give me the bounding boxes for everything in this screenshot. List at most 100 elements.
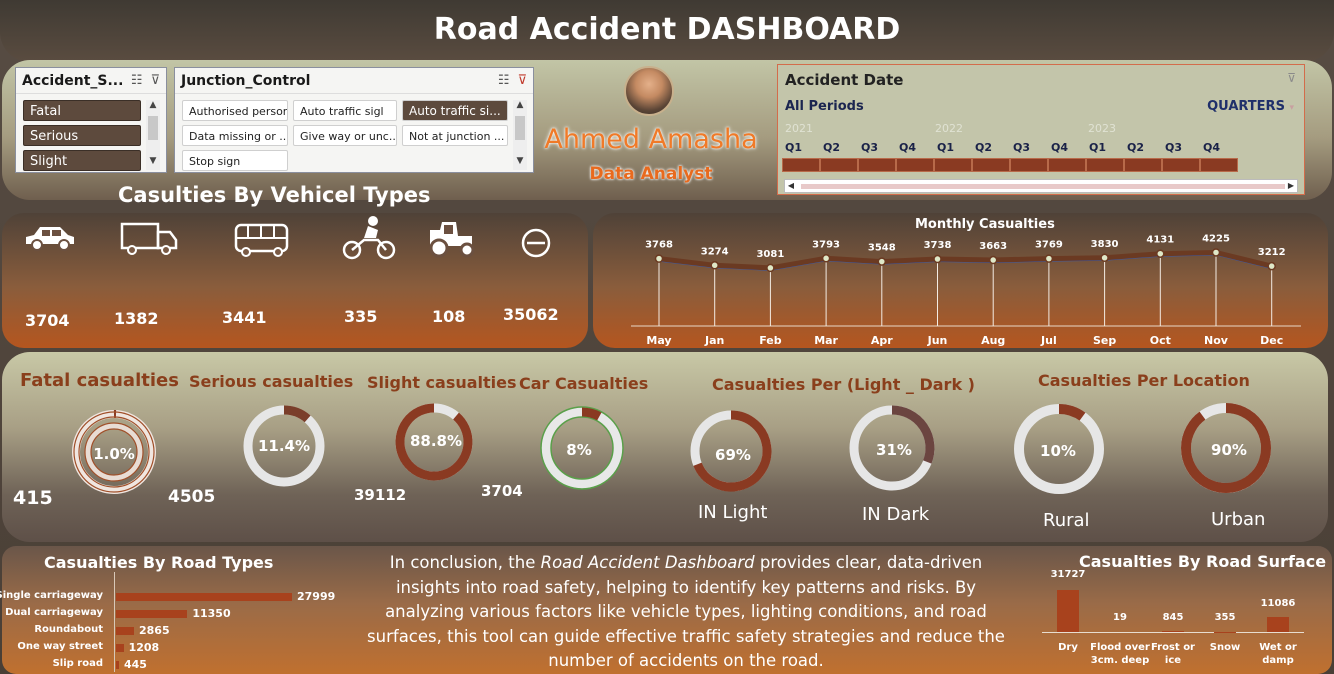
- data-label: 3793: [812, 239, 840, 250]
- timeline-quarter-bar[interactable]: [1010, 158, 1048, 172]
- timeline-quarter-bar[interactable]: [1124, 158, 1162, 172]
- timeline-quarter-bar[interactable]: [858, 158, 896, 172]
- x-tick-label: Dec: [1260, 334, 1283, 347]
- scroll-down-icon[interactable]: ▼: [516, 156, 524, 166]
- data-point: [1156, 249, 1165, 258]
- x-tick-label: Jan: [704, 334, 724, 347]
- slicer-item-fatal[interactable]: Fatal: [23, 100, 141, 121]
- scroll-thumb[interactable]: [148, 116, 158, 140]
- slicer-item-authorised-person[interactable]: Authorised person: [182, 100, 288, 121]
- other-vehicle-icon: [521, 228, 551, 258]
- timeline-level-dropdown[interactable]: QUARTERS ▾: [1207, 99, 1294, 114]
- multi-select-icon[interactable]: ☷: [497, 73, 510, 88]
- data-label: 3768: [645, 240, 673, 251]
- timeline-quarter-bar[interactable]: [972, 158, 1010, 172]
- timeline-quarter-bar[interactable]: [1162, 158, 1200, 172]
- author-name: Ahmed Amasha: [544, 124, 758, 155]
- timeline-quarter-label[interactable]: Q4: [1203, 141, 1221, 154]
- slicer-scrollbar[interactable]: ▲ ▼: [513, 100, 527, 170]
- scroll-right-icon[interactable]: ▶: [1287, 181, 1295, 190]
- multi-select-icon[interactable]: ☷: [130, 73, 143, 88]
- date-timeline[interactable]: Accident Date ⊽ All Periods QUARTERS ▾ 2…: [777, 64, 1305, 195]
- road-type-value: 27999: [297, 590, 336, 603]
- x-tick-label: Oct: [1150, 334, 1171, 347]
- motorcycle-icon: [342, 216, 396, 260]
- slicer-item-stop-sign[interactable]: Stop sign: [182, 150, 288, 171]
- bottom-panel: [2, 546, 1332, 674]
- data-label: 4225: [1202, 233, 1230, 244]
- timeline-quarter-label[interactable]: Q3: [1165, 141, 1183, 154]
- kpi-panel: [2, 352, 1328, 542]
- road-types-title: Casualties By Road Types: [44, 553, 274, 572]
- road-surface-value: 11086: [1260, 598, 1296, 609]
- timeline-quarter-label[interactable]: Q3: [1013, 141, 1031, 154]
- slicer-item-auto-traffic-signal[interactable]: Auto traffic si...: [402, 100, 508, 121]
- road-surface-bar: [1267, 617, 1289, 632]
- scroll-thumb[interactable]: [801, 184, 1285, 189]
- scroll-down-icon[interactable]: ▼: [149, 156, 157, 166]
- clear-filter-icon[interactable]: ⊽: [150, 73, 160, 88]
- slicer-item-give-way[interactable]: Give way or unc...: [293, 125, 397, 146]
- data-point: [877, 257, 887, 266]
- severity-slicer[interactable]: Accident_S... ☷ ⊽ Fatal Serious Slight ▲…: [15, 67, 167, 173]
- timeline-quarter-label[interactable]: Q2: [1127, 141, 1145, 154]
- data-point: [933, 254, 942, 264]
- timeline-scrollbar[interactable]: ◀ ▶: [784, 179, 1298, 193]
- timeline-quarter-label[interactable]: Q2: [823, 141, 841, 154]
- slicer-item-auto-traffic-sigl[interactable]: Auto traffic sigl: [293, 100, 397, 121]
- timeline-quarter-label[interactable]: Q1: [937, 141, 955, 154]
- slicer-scrollbar[interactable]: ▲ ▼: [146, 100, 160, 170]
- timeline-quarter-label[interactable]: Q3: [861, 141, 879, 154]
- timeline-quarter-bar[interactable]: [1048, 158, 1086, 172]
- scroll-up-icon[interactable]: ▲: [149, 100, 157, 110]
- timeline-quarter-bar[interactable]: [934, 158, 972, 172]
- timeline-quarter-bar[interactable]: [820, 158, 858, 172]
- road-surface-title: Casualties By Road Surface: [1079, 552, 1327, 571]
- timeline-title: Accident Date: [785, 71, 904, 89]
- timeline-quarter-label[interactable]: Q2: [975, 141, 993, 154]
- x-tick-label: Aug: [981, 334, 1005, 347]
- scroll-left-icon[interactable]: ◀: [787, 181, 795, 190]
- timeline-quarter-label[interactable]: Q4: [1051, 141, 1069, 154]
- avatar: [624, 66, 674, 116]
- data-point: [821, 254, 831, 263]
- timeline-quarter-label[interactable]: Q4: [899, 141, 917, 154]
- slicer-item-serious[interactable]: Serious: [23, 125, 141, 146]
- timeline-quarter-bar[interactable]: [1200, 158, 1238, 172]
- slicer-item-data-missing[interactable]: Data missing or ...: [182, 125, 288, 146]
- timeline-quarter-bar[interactable]: [1086, 158, 1124, 172]
- junction-slicer[interactable]: Junction_Control ☷ ⊽ Authorised person A…: [174, 67, 534, 173]
- scroll-up-icon[interactable]: ▲: [516, 100, 524, 110]
- road-type-label: Single carriageway: [0, 590, 103, 601]
- timeline-quarter-bar[interactable]: [782, 158, 820, 172]
- clear-filter-icon[interactable]: ⊽: [517, 73, 527, 88]
- timeline-quarter-label[interactable]: Q1: [785, 141, 803, 154]
- road-surface-value: 845: [1162, 612, 1184, 623]
- data-label: 3830: [1091, 239, 1119, 250]
- urban-label: Urban: [1211, 509, 1266, 530]
- road-type-value: 2865: [139, 624, 170, 637]
- vehicle-panel: [2, 213, 588, 348]
- data-label: 3081: [756, 249, 784, 260]
- vehicle-section-title: Casulties By Vehicel Types: [118, 183, 431, 207]
- data-point: [1044, 254, 1054, 263]
- truck-icon: [120, 222, 178, 255]
- scroll-thumb[interactable]: [515, 116, 525, 140]
- x-tick-label: Nov: [1204, 334, 1229, 347]
- data-point: [766, 263, 775, 273]
- car-icon: [26, 227, 74, 251]
- slicer-item-slight[interactable]: Slight: [23, 150, 141, 171]
- x-tick-label: Apr: [871, 334, 893, 347]
- data-point: [1100, 253, 1109, 263]
- road-surface-bar: [1162, 630, 1184, 632]
- clear-filter-icon[interactable]: ⊽: [1287, 71, 1296, 85]
- x-tick-label: Mar: [814, 334, 838, 347]
- road-type-bar: [116, 661, 119, 669]
- timeline-quarter-bar[interactable]: [896, 158, 934, 172]
- light-label: IN Light: [698, 502, 768, 523]
- other-casualties-value: 35062: [503, 305, 559, 324]
- tractor-casualties-value: 108: [432, 307, 466, 326]
- timeline-quarter-label[interactable]: Q1: [1089, 141, 1107, 154]
- road-type-value: 11350: [192, 607, 231, 620]
- slicer-item-not-at-junction[interactable]: Not at junction ...: [402, 125, 508, 146]
